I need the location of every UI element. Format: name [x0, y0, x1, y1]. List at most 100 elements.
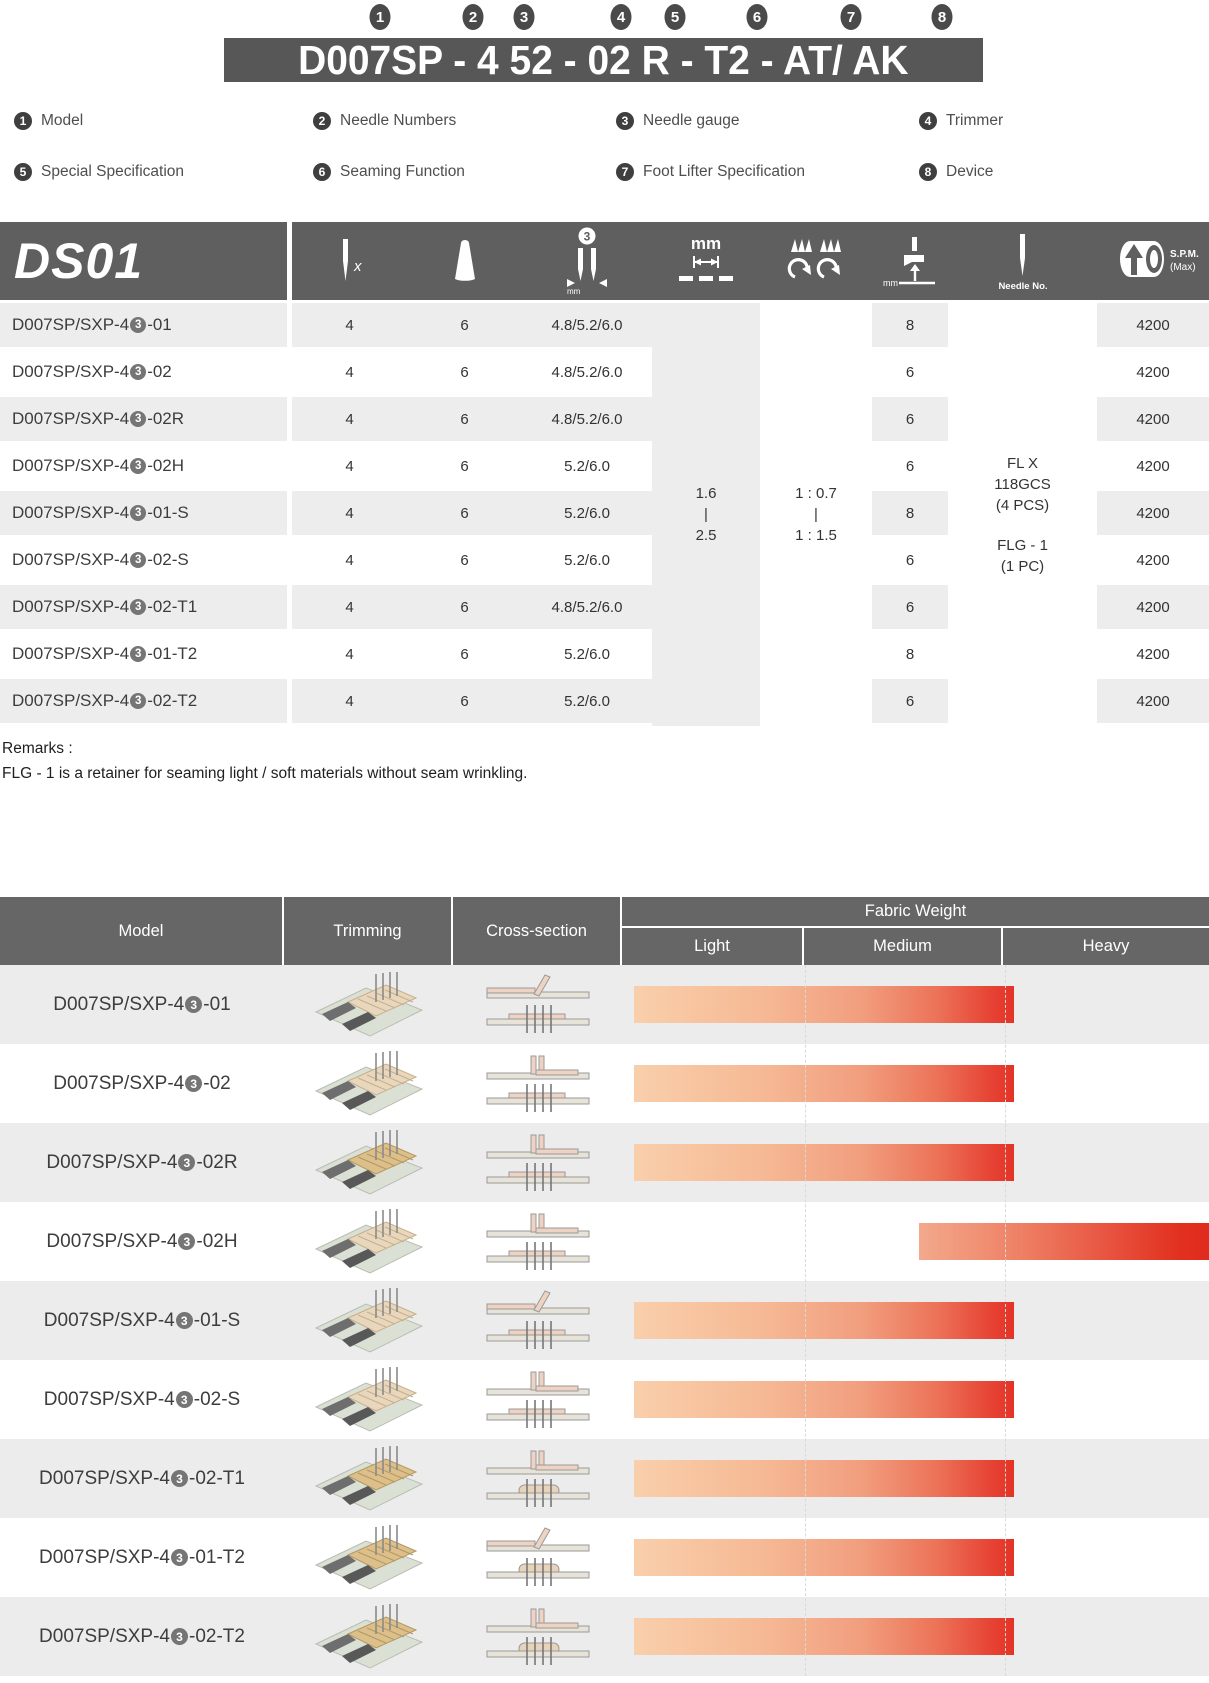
application-table: Model Trimming Cross-section Fabric Weig…	[0, 897, 1209, 1676]
spec-model-cell: D007SP/SXP-4 3 -02	[0, 350, 287, 394]
code-digit-badge: 7	[840, 4, 862, 30]
fabric-weight-cell	[622, 1597, 1209, 1676]
trimming-cell	[284, 965, 453, 1044]
needle-count-value: 4	[345, 692, 354, 710]
model-name-prefix: D007SP/SXP-4	[12, 362, 130, 381]
max-speed-value: 4200	[1136, 457, 1170, 475]
model-name-prefix: D007SP/SXP-4	[39, 1546, 170, 1568]
model-name-prefix: D007SP/SXP-4	[12, 409, 130, 428]
model-name-suffix: -01	[203, 993, 231, 1015]
needle-gauge-value: 5.2/6.0	[564, 645, 610, 663]
model-name-suffix: -02-T2	[147, 691, 198, 710]
legend-number-badge: 3	[616, 112, 634, 130]
thread-count-value: 6	[460, 598, 469, 616]
model-name-suffix: -02-S	[147, 550, 189, 569]
thread-count-value: 6	[460, 410, 469, 428]
spanned-cell-line: |	[814, 506, 818, 523]
needle-gauge-value: 4.8/5.2/6.0	[551, 316, 623, 334]
trimming-cell	[284, 1360, 453, 1439]
needle-count-value: 4	[345, 457, 354, 475]
gauge-badge-icon: 3	[185, 1075, 203, 1092]
code-digit-badge: 6	[746, 4, 768, 30]
spec-table-row: D007SP/SXP-4 3 -02R 4 6 4.8/5.2/6.0 6 4200	[0, 397, 1209, 444]
model-name-prefix: D007SP/SXP-4	[53, 993, 185, 1015]
gauge-badge-icon: 3	[130, 458, 147, 474]
trimming-cell	[284, 1518, 453, 1597]
spec-table-row: D007SP/SXP-4 3 -01-T2 4 6 5.2/6.0 8 4200	[0, 632, 1209, 679]
spanned-cell-line: (1 PC)	[1000, 557, 1045, 575]
column-header-medium: Medium	[804, 928, 1003, 965]
needle-system-icon: Needle No.	[992, 222, 1054, 300]
spec-table-body: 1.6 | 2.5 1 : 0.7 | 1 : 1.5 FL X 118GCS (4 PCS…	[0, 303, 1209, 726]
trimming-cell	[284, 1281, 453, 1360]
spec-table-row: D007SP/SXP-4 3 -01 4 6 4.8/5.2/6.0 8 4200	[0, 303, 1209, 350]
spec-values-cell: 4 6 4.8/5.2/6.0	[292, 350, 652, 394]
legend-label: Model	[41, 112, 84, 129]
model-name-prefix: D007SP/SXP-4	[12, 503, 130, 522]
foot-lift-value: 6	[872, 397, 948, 441]
fabric-weight-range-bar	[634, 986, 1014, 1023]
model-name-prefix: D007SP/SXP-4	[12, 597, 130, 616]
fabric-weight-cell	[622, 1202, 1209, 1281]
cross-section-illustration	[486, 1608, 589, 1665]
cross-section-illustration	[486, 1134, 589, 1191]
spec-model-cell: D007SP/SXP-4 3 -02-T1	[0, 585, 287, 629]
gauge-badge-icon: 3	[130, 552, 147, 568]
model-name-suffix: -02-T1	[189, 1467, 245, 1489]
model-name-prefix: D007SP/SXP-4	[43, 1388, 175, 1410]
fabric-weight-cell	[622, 1123, 1209, 1202]
application-table-body: D007SP/SXP-4 3 -01 D007SP/SXP-4 3 -02	[0, 965, 1209, 1676]
model-name-suffix: -02	[203, 1072, 231, 1094]
needle-count-value: 4	[345, 551, 354, 569]
trimming-illustration	[314, 1208, 423, 1274]
spec-table-row: D007SP/SXP-4 3 -02-S 4 6 5.2/6.0 6 4200	[0, 538, 1209, 585]
code-digit-badge: 2	[462, 4, 484, 30]
cross-section-illustration	[486, 1526, 589, 1586]
application-table-header: Model Trimming Cross-section Fabric Weig…	[0, 897, 1209, 965]
foot-lift-value: 6	[872, 585, 948, 629]
spanned-cell-line: 1 : 0.7	[795, 485, 837, 502]
model-name-suffix: -02-S	[193, 1388, 241, 1410]
application-model-cell: D007SP/SXP-4 3 -02-T1	[0, 1439, 284, 1518]
spec-table-row: D007SP/SXP-4 3 -02 4 6 4.8/5.2/6.0 6 4200	[0, 350, 1209, 397]
spanned-cell-line: 1.6	[695, 485, 717, 502]
foot-lift-value: 6	[905, 363, 915, 381]
model-name-prefix: D007SP/SXP-4	[39, 1467, 170, 1489]
legend-item: 2 Needle Numbers	[313, 112, 456, 130]
max-speed-value: 4200	[1136, 363, 1170, 381]
fabric-weight-range-bar	[634, 1381, 1014, 1418]
differential-ratio-cell: 1 : 0.7 | 1 : 1.5	[760, 303, 872, 726]
fabric-weight-range-bar	[634, 1460, 1014, 1497]
cross-section-cell	[453, 1518, 622, 1597]
gauge-badge-icon: 3	[130, 599, 147, 615]
max-speed-value: 4200	[1097, 397, 1209, 441]
gauge-badge-icon: 3	[130, 317, 147, 333]
model-name-prefix: D007SP/SXP-4	[12, 691, 130, 710]
spec-values-cell: 4 6 4.8/5.2/6.0	[292, 397, 652, 441]
fabric-weight-column-divider	[805, 965, 806, 1676]
cross-section-cell	[453, 1044, 622, 1123]
spec-values-cell: 4 6 4.8/5.2/6.0	[292, 303, 652, 347]
column-header-trimming: Trimming	[284, 897, 453, 965]
legend-number-badge: 4	[919, 112, 937, 130]
cross-section-illustration	[486, 1289, 589, 1349]
column-header-fabric-weight: Fabric Weight	[622, 897, 1209, 928]
spec-model-cell: D007SP/SXP-4 3 -02H	[0, 444, 287, 488]
model-name-prefix: D007SP/SXP-4	[12, 644, 130, 663]
legend-item: 6 Seaming Function	[313, 163, 465, 181]
foot-lift-value: 6	[905, 551, 915, 569]
needle-count-icon: x	[335, 222, 365, 300]
trimming-cell	[284, 1123, 453, 1202]
fabric-weight-range-bar	[919, 1223, 1209, 1260]
trimming-illustration	[314, 971, 423, 1037]
code-digit-badge: 8	[931, 4, 953, 30]
trimming-illustration	[314, 1129, 423, 1195]
fabric-weight-range-bar	[634, 1539, 1014, 1576]
max-speed-value: 4200	[1097, 303, 1209, 347]
model-name-suffix: -02	[147, 362, 172, 381]
column-header-cross-section: Cross-section	[453, 897, 622, 965]
model-name-suffix: -02-T2	[189, 1625, 245, 1647]
thread-count-value: 6	[460, 645, 469, 663]
foot-lift-value: 8	[872, 491, 948, 535]
max-speed-icon: S.P.M. (Max)	[1102, 222, 1204, 300]
